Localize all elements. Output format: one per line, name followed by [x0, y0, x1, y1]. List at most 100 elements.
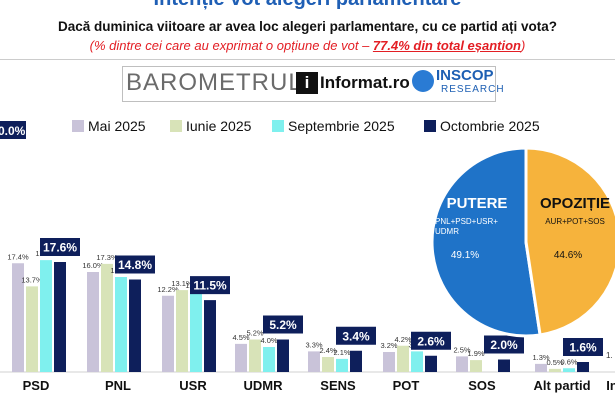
header-divider: [0, 59, 615, 60]
value-label-octombrie: 2.0%: [490, 338, 518, 352]
pie-slice-value: 49.1%: [451, 250, 479, 261]
bar-alt-partid-septembrie: [563, 368, 575, 372]
bar-sos-mai: [456, 356, 468, 372]
bar-udmr-iunie: [249, 339, 261, 372]
pie-slice-opozitie: [524, 146, 615, 337]
value-label-box-alt-partid: [563, 338, 603, 356]
legend-item-septembrie: Septembrie 2025: [272, 117, 395, 135]
inscop-icon: [412, 70, 434, 92]
value-label-octombrie: 14.8%: [118, 258, 152, 272]
bar-psd-mai: [12, 263, 24, 372]
sample-note-highlight: 77.4% din total eșantion: [372, 38, 521, 53]
bar-udmr-septembrie: [263, 347, 275, 372]
inscop-research-text: RESEARCH: [441, 84, 505, 95]
bar-psd-iunie: [26, 286, 38, 372]
value-label-iunie: 17.3%: [96, 253, 118, 262]
survey-question: Dacă duminica viitoare ar avea loc alege…: [58, 19, 557, 34]
informat-icon: i: [296, 72, 318, 94]
pie-slice-name: PUTERE: [447, 195, 508, 212]
sample-note-prefix: (% dintre cei care au exprimat o opțiune…: [89, 38, 373, 53]
bar-psd-septembrie: [40, 260, 52, 372]
cropped-label-box: [0, 121, 26, 139]
value-label-octombrie: 1.6%: [569, 341, 597, 355]
value-label-mai: 17.4%: [7, 252, 29, 261]
value-label-box-pnl: [115, 255, 155, 274]
pie-slice-detail: AUR+POT+SOS: [545, 217, 605, 226]
bar-sens-iunie: [322, 357, 334, 372]
bar-udmr-octombrie: [277, 339, 289, 372]
value-label-octombrie: 2.6%: [417, 334, 445, 348]
bar-sos-octombrie: [498, 359, 510, 372]
value-label-iunie: 13.7%: [21, 275, 43, 284]
value-label-box-udmr: [263, 315, 303, 334]
bar-pot-mai: [383, 352, 395, 372]
value-label-octombrie: 17.6%: [43, 241, 77, 255]
legend-swatch-octombrie: [424, 120, 436, 132]
bar-alt-partid-mai: [535, 363, 547, 372]
legend-item-octombrie: Octombrie 2025: [424, 117, 540, 135]
bar-alt-partid-octombrie: [577, 362, 589, 372]
bar-usr-iunie: [176, 290, 188, 372]
value-label-septembrie: 0.6%: [560, 357, 577, 366]
value-label-iunie: 1.9%: [467, 349, 484, 358]
value-label-box-sos: [484, 335, 524, 354]
value-label-box-psd: [40, 238, 80, 256]
category-label: SOS: [468, 378, 496, 393]
value-label-iunie: 2.4%: [319, 346, 336, 355]
value-label-box-sens: [336, 326, 376, 345]
bar-pnl-iunie: [101, 263, 113, 372]
value-label-septembrie: 4.0%: [260, 336, 277, 345]
pie-slice-putere: [430, 146, 542, 338]
bar-udmr-mai: [235, 343, 247, 372]
category-label: UDMR: [244, 378, 284, 393]
legend-item-mai: Mai 2025: [72, 117, 146, 135]
category-label: USR: [179, 378, 207, 393]
informat-logo: Informat.ro: [320, 73, 410, 92]
value-label-box-usr: [190, 276, 230, 295]
value-label-iunie: 13.1%: [171, 279, 193, 288]
bar-sos-iunie: [470, 360, 482, 372]
value-label-mai: 3.3%: [305, 340, 322, 349]
value-label-mai: 16.0%: [82, 261, 104, 270]
bar-pnl-septembrie: [115, 277, 127, 372]
value-label-mai: 3.2%: [380, 341, 397, 350]
value-label-mai: 4.5%: [232, 333, 249, 342]
bar-sens-mai: [308, 351, 320, 372]
value-label-octombrie: 3.4%: [342, 329, 370, 343]
value-label-mai: 1.3%: [532, 353, 549, 362]
sample-note: (% dintre cei care au exprimat o opțiune…: [0, 38, 615, 53]
value-label-mai: 12.2%: [157, 285, 179, 294]
cropped-value-label: 0.0%: [0, 124, 26, 138]
legend-label-septembrie: Septembrie 2025: [288, 118, 395, 134]
value-label-iunie: 0.5%: [546, 358, 563, 367]
pie-slice-name: OPOZIȚIE: [540, 195, 610, 212]
sample-note-suffix: ): [521, 38, 526, 53]
legend-swatch-iunie: [170, 120, 182, 132]
bar-pot-octombrie: [425, 355, 437, 372]
value-label-iunie: 4.2%: [394, 335, 411, 344]
value-label-septembrie: 2.1%: [333, 348, 350, 357]
bar-usr-mai: [162, 295, 174, 372]
legend-item-iunie: Iunie 2025: [170, 117, 251, 135]
bar-pot-iunie: [397, 345, 409, 372]
cropped-value-label-right: 1.: [606, 351, 613, 360]
legend-label-octombrie: Octombrie 2025: [440, 118, 540, 134]
bar-alt-partid-iunie: [549, 368, 561, 372]
bar-sens-septembrie: [336, 358, 348, 372]
legend-swatch-septembrie: [272, 120, 284, 132]
pie-slice-detail: PNL+PSD+USR+: [435, 217, 498, 226]
bar-pot-septembrie: [411, 351, 423, 372]
bar-psd-octombrie: [54, 262, 66, 372]
value-label-mai: 2.5%: [453, 345, 470, 354]
category-label: Alt partid: [533, 378, 590, 393]
bar-sens-octombrie: [350, 350, 362, 372]
category-label: In: [606, 378, 615, 393]
bar-pnl-octombrie: [129, 279, 141, 372]
inscop-logo: INSCOP: [436, 67, 494, 84]
value-label-octombrie: 5.2%: [269, 318, 297, 332]
barometrul-logo: BAROMETRUL: [126, 69, 303, 96]
legend-swatch-mai: [72, 120, 84, 132]
bar-pnl-mai: [87, 272, 99, 372]
pie-slice-value: 44.6%: [554, 250, 582, 261]
